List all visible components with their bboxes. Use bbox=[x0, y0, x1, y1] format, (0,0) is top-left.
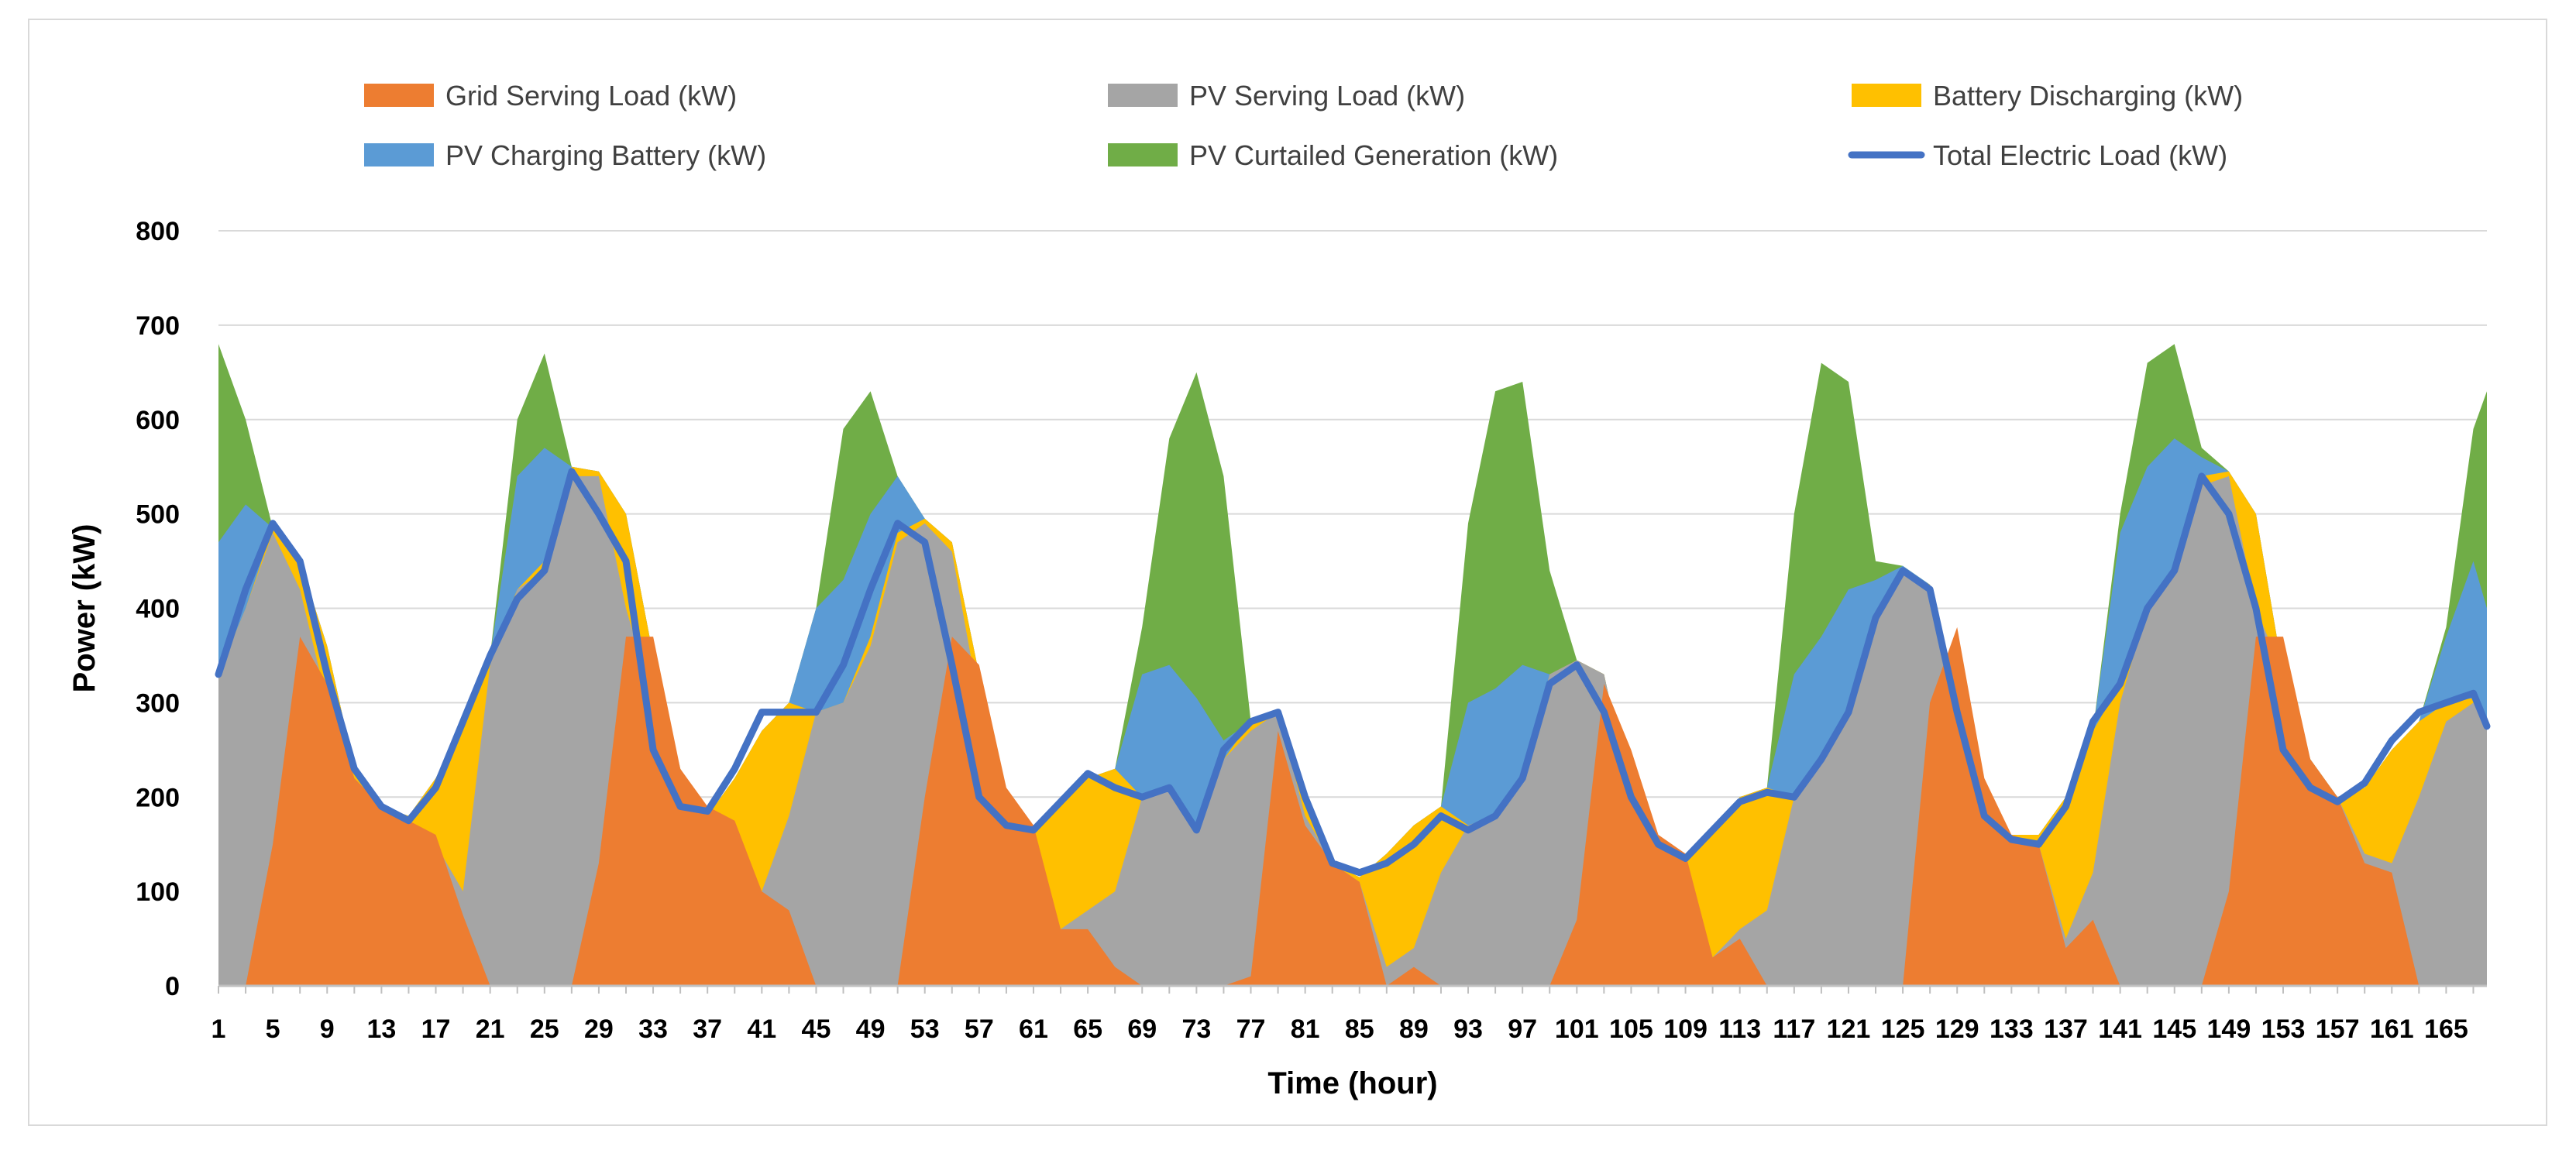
load-line bbox=[215, 468, 2491, 877]
x-axis-title: Time (hour) bbox=[1267, 1066, 1437, 1100]
x-tick-label: 165 bbox=[2424, 1014, 2468, 1044]
x-tick-label: 133 bbox=[1990, 1014, 2034, 1044]
y-tick-label: 300 bbox=[136, 688, 180, 718]
x-tick-label: 101 bbox=[1555, 1014, 1599, 1044]
legend-swatch bbox=[1108, 143, 1178, 166]
legend-label: Battery Discharging (kW) bbox=[1933, 80, 2243, 112]
x-tick-label: 25 bbox=[530, 1014, 559, 1044]
x-tick-label: 65 bbox=[1073, 1014, 1102, 1044]
x-tick-label: 53 bbox=[910, 1014, 940, 1044]
x-tick-label: 97 bbox=[1508, 1014, 1537, 1044]
y-tick-label: 400 bbox=[136, 595, 180, 624]
x-tick-label: 137 bbox=[2044, 1014, 2088, 1044]
y-tick-label: 500 bbox=[136, 500, 180, 530]
y-tick-label: 0 bbox=[165, 972, 180, 1001]
y-tick-label: 200 bbox=[136, 783, 180, 812]
x-tick-label: 109 bbox=[1663, 1014, 1708, 1044]
x-tick-label: 149 bbox=[2207, 1014, 2251, 1044]
legend-swatch bbox=[1108, 84, 1178, 107]
x-tick-label: 5 bbox=[266, 1014, 280, 1044]
total-load-line bbox=[215, 468, 2491, 877]
legend-swatch bbox=[364, 84, 434, 107]
x-tick-label: 33 bbox=[638, 1014, 668, 1044]
x-tick-label: 13 bbox=[366, 1014, 396, 1044]
x-tick-label: 45 bbox=[802, 1014, 831, 1044]
legend-label: Grid Serving Load (kW) bbox=[445, 80, 737, 112]
x-tick-label: 61 bbox=[1019, 1014, 1048, 1044]
legend-label: PV Curtailed Generation (kW) bbox=[1189, 139, 1558, 171]
y-tick-label: 800 bbox=[136, 217, 180, 246]
x-tick-label: 49 bbox=[856, 1014, 886, 1044]
x-tick-label: 157 bbox=[2316, 1014, 2360, 1044]
x-tick-label: 41 bbox=[747, 1014, 776, 1044]
y-tick-label: 700 bbox=[136, 311, 180, 341]
legend-swatch bbox=[1852, 84, 1921, 107]
x-tick-labels: 1 5 9 13 17 21 25 29 33 37 41 45 49 53 57 61 65 69 73 77 81 8… bbox=[212, 986, 2475, 1044]
x-tick-label: 9 bbox=[320, 1014, 335, 1044]
stacked-areas bbox=[218, 344, 2487, 986]
y-tick-labels: 0 100 200 300 400 500 600 700 800 bbox=[136, 217, 180, 1001]
x-tick-label: 85 bbox=[1345, 1014, 1374, 1044]
x-tick-label: 153 bbox=[2261, 1014, 2306, 1044]
x-tick-label: 145 bbox=[2152, 1014, 2196, 1044]
x-tick-label: 37 bbox=[693, 1014, 722, 1044]
x-tick-label: 105 bbox=[1609, 1014, 1653, 1044]
legend-label: Total Electric Load (kW) bbox=[1933, 139, 2227, 171]
x-tick-label: 89 bbox=[1399, 1014, 1429, 1044]
x-tick-label: 125 bbox=[1881, 1014, 1925, 1044]
y-tick-label: 100 bbox=[136, 877, 180, 907]
area-0 bbox=[218, 626, 2487, 986]
x-tick-label: 161 bbox=[2370, 1014, 2414, 1044]
legend-label: PV Charging Battery (kW) bbox=[445, 139, 766, 171]
x-tick-label: 1 bbox=[212, 1014, 226, 1044]
legend-label: PV Serving Load (kW) bbox=[1189, 80, 1465, 112]
x-tick-label: 141 bbox=[2098, 1014, 2142, 1044]
x-tick-label: 29 bbox=[584, 1014, 614, 1044]
x-tick-label: 129 bbox=[1935, 1014, 1979, 1044]
x-tick-label: 113 bbox=[1718, 1014, 1761, 1044]
y-tick-label: 600 bbox=[136, 406, 180, 435]
x-tick-label: 93 bbox=[1453, 1014, 1483, 1044]
x-tick-label: 77 bbox=[1236, 1014, 1266, 1044]
x-tick-label: 73 bbox=[1181, 1014, 1211, 1044]
x-tick-label: 21 bbox=[476, 1014, 505, 1044]
x-tick-label: 121 bbox=[1827, 1014, 1871, 1044]
legend-swatch bbox=[364, 143, 434, 166]
x-tick-label: 69 bbox=[1127, 1014, 1157, 1044]
legend: Grid Serving Load (kW) PV Serving Load (k… bbox=[364, 80, 2243, 171]
x-tick-label: 81 bbox=[1291, 1014, 1320, 1044]
x-tick-label: 57 bbox=[965, 1014, 994, 1044]
x-tick-label: 17 bbox=[421, 1014, 451, 1044]
x-tick-label: 117 bbox=[1773, 1014, 1815, 1044]
y-axis-title: Power (kW) bbox=[67, 524, 101, 693]
